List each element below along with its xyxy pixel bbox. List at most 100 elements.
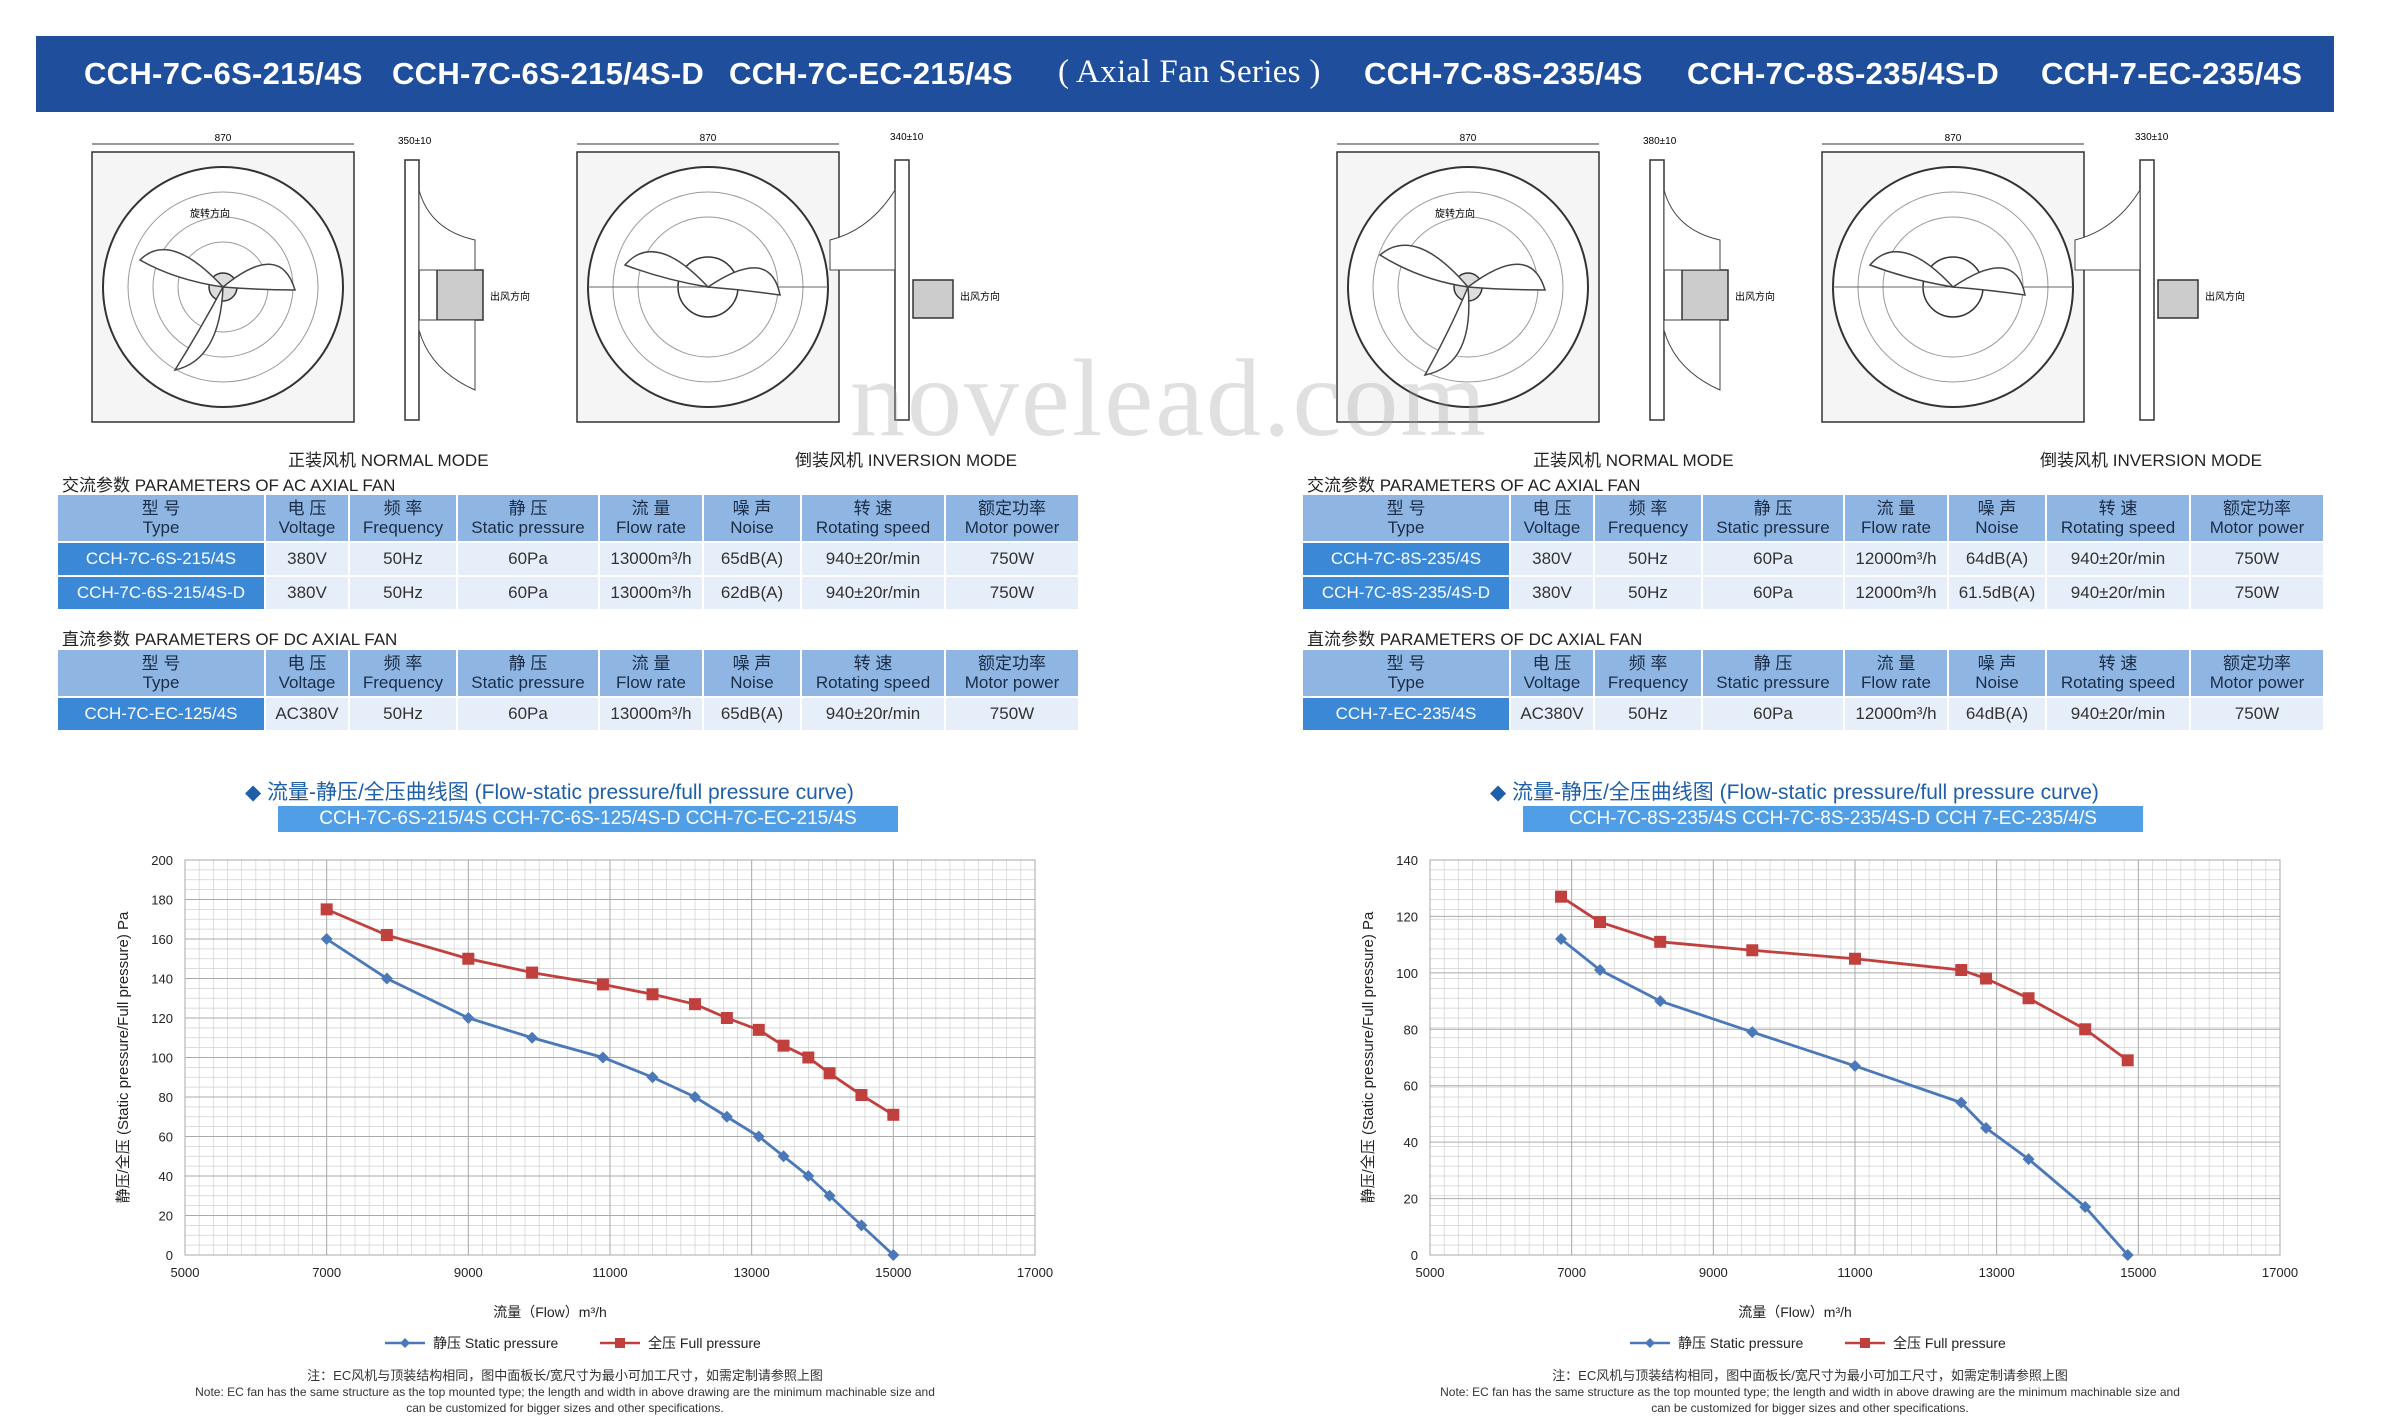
legend-marker (1860, 1338, 1870, 1348)
data-point (646, 988, 659, 1001)
y-tick-label: 20 (159, 1209, 173, 1224)
x-tick-label: 15000 (875, 1265, 911, 1280)
y-tick-label: 40 (1404, 1135, 1418, 1150)
dim-width-normal: 870 (215, 133, 232, 144)
watermark: novelead.com (850, 337, 1488, 459)
banner-model-4: CCH-7C-8S-235/4S (1364, 56, 1643, 91)
y-tick-label: 200 (151, 853, 173, 868)
data-point (887, 1108, 900, 1121)
data-point (777, 1150, 790, 1163)
data-point (2121, 1054, 2134, 1067)
legend-marker (1645, 1338, 1655, 1348)
data-point (752, 1023, 765, 1036)
data-point (1594, 964, 1606, 977)
data-point (802, 1051, 815, 1064)
y-tick-label: 40 (159, 1169, 173, 1184)
x-tick-label: 5000 (171, 1265, 200, 1280)
y-tick-label: 60 (159, 1130, 173, 1145)
svg-text:870: 870 (1945, 133, 1962, 144)
data-point (2022, 1153, 2035, 1166)
dim-side-normal: 350±10 (398, 136, 432, 147)
x-tick-label: 11000 (592, 1265, 627, 1280)
data-point (462, 1012, 475, 1024)
data-point (1746, 1026, 1759, 1039)
y-axis-label: 静压/全压 (Static pressure/Full pressure) Pa (1359, 911, 1377, 1203)
table-header-row: 型 号 Type 电 压 Voltage 频 率 Frequency 静 压 Stati… (1301, 493, 2325, 543)
table-row: CCH-7C-8S-235/4S 380V 50Hz 60Pa 12000m³/h 64d… (1301, 541, 2325, 577)
x-tick-label: 17000 (2262, 1265, 2298, 1280)
banner-model-1: CCH-7C-6S-215/4S (84, 56, 363, 91)
chart-left: 5000 7000 9000 11000 13000 15000 17000 0 20 40 60 8… (114, 853, 1053, 1351)
y-tick-label: 20 (1404, 1192, 1418, 1207)
legend-label: 全压 Full pressure (648, 1335, 761, 1351)
dc-params-label: 直流参数 PARAMETERS OF DC AXIAL FAN (62, 630, 398, 649)
y-tick-label: 80 (159, 1090, 173, 1105)
banner-model-3: CCH-7C-EC-215/4S (729, 56, 1013, 91)
data-point (380, 929, 393, 942)
data-point (1746, 944, 1759, 957)
data-point (1980, 972, 1993, 985)
svg-text:330±10: 330±10 (2135, 132, 2169, 143)
ac-params-label: 交流参数 PARAMETERS OF AC AXIAL FAN (62, 476, 396, 495)
table-row: CCH-7C-6S-215/4S 380V 50Hz 60Pa 13000m³/h 65d… (56, 541, 1080, 577)
table-row: CCH-7C-6S-215/4S-D 380V 50Hz 60Pa 13000m³/h 6… (56, 575, 1080, 611)
data-point (2079, 1023, 2092, 1036)
x-tick-label: 7000 (312, 1265, 341, 1280)
y-tick-label: 100 (1396, 966, 1418, 981)
svg-text:出风方向: 出风方向 (960, 290, 1000, 303)
data-point (1849, 1059, 1861, 1072)
ac-params-table: 型 号 Type 电 压 Voltage 频 率 Frequency 静 压 Stati… (56, 493, 1080, 611)
table-row: CCH-7C-EC-125/4S AC380V 50Hz 60Pa 13000m³/h 6… (56, 696, 1080, 732)
dc-params-table: 型 号 Type 电 压 Voltage 频 率 Frequency 静 压 Stati… (56, 648, 1080, 732)
series-line (325, 937, 895, 1257)
table-row: CCH-7-EC-235/4S AC380V 50Hz 60Pa 12000m³/h 64… (1301, 696, 2325, 732)
svg-text:870: 870 (1460, 133, 1477, 144)
banner-model-2: CCH-7C-6S-215/4S-D (392, 56, 705, 91)
data-point (596, 1051, 609, 1064)
ac-params-label: 交流参数 PARAMETERS OF AC AXIAL FAN (1307, 476, 1641, 495)
x-tick-label: 11000 (1837, 1265, 1872, 1280)
data-point (1555, 890, 1568, 903)
dc-params-label: 直流参数 PARAMETERS OF DC AXIAL FAN (1307, 630, 1643, 649)
data-point (2121, 1249, 2134, 1261)
data-point (526, 966, 539, 979)
footnote: 注：EC风机与顶装结构相同，图中面板长/宽尺寸为最小可加工尺寸，如需定制请参照上… (1440, 1368, 2180, 1415)
data-point (887, 1249, 900, 1261)
data-point (1849, 952, 1861, 965)
fan-drawings-left: 870 旋转方向 350±10 出风方向 870 340±10 出风方向 (91, 132, 1000, 423)
data-point (596, 978, 609, 991)
x-tick-label: 13000 (1979, 1265, 2015, 1280)
data-point (777, 1039, 790, 1052)
outlet-label: 出风方向 (490, 290, 530, 303)
rotation-label: 旋转方向 (190, 207, 230, 220)
svg-text:出风方向: 出风方向 (2205, 290, 2245, 303)
data-point (2022, 992, 2035, 1005)
x-axis-label: 流量（Flow）m³/h (493, 1304, 607, 1320)
legend-label: 全压 Full pressure (1893, 1335, 2006, 1351)
footnote: 注：EC风机与顶装结构相同，图中面板长/宽尺寸为最小可加工尺寸，如需定制请参照上… (195, 1368, 935, 1415)
right-section: 870 旋转方向 380±10 出风方向 870 330±10 出风方向 正装风… (1245, 0, 2385, 1415)
dc-params-table: 型 号 Type 电 压 Voltage 频 率 Frequency 静 压 Stati… (1301, 648, 2325, 732)
x-tick-label: 13000 (734, 1265, 770, 1280)
header-banner: CCH-7C-6S-215/4S CCH-7C-6S-215/4S-D CCH-… (36, 36, 2348, 112)
data-point (720, 1012, 733, 1024)
legend-marker (615, 1338, 625, 1348)
series-line (1560, 895, 2129, 1062)
data-point (1955, 964, 1968, 977)
svg-text:旋转方向: 旋转方向 (1435, 207, 1475, 220)
table-header-row: 型 号 Type 电 压 Voltage 频 率 Frequency 静 压 Stati… (1301, 648, 2325, 698)
data-point (320, 903, 333, 916)
legend-label: 静压 Static pressure (433, 1335, 558, 1351)
svg-text:出风方向: 出风方向 (1735, 290, 1775, 303)
ac-params-table: 型 号 Type 电 压 Voltage 频 率 Frequency 静 压 Stati… (1301, 493, 2325, 611)
y-tick-label: 160 (151, 932, 173, 947)
table-row: CCH-7C-8S-235/4S-D 380V 50Hz 60Pa 12000m³/h 6… (1301, 575, 2325, 611)
y-tick-label: 100 (151, 1051, 173, 1066)
left-section: 870 旋转方向 350±10 出风方向 870 340±10 出风方向 正装风… (0, 0, 1192, 1415)
curve-title: ◆ 流量-静压/全压曲线图 (Flow-static pressure/full… (1490, 781, 2099, 804)
data-point (823, 1067, 836, 1080)
data-point (2079, 1201, 2092, 1214)
x-tick-label: 7000 (1557, 1265, 1586, 1280)
data-point (1594, 916, 1606, 929)
table-header-row: 型 号 Type 电 压 Voltage 频 率 Frequency 静 压 Stati… (56, 493, 1080, 543)
